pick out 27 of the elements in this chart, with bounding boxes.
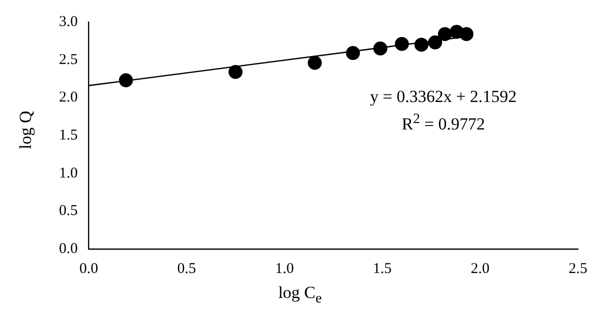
y-axis-title: log Q: [16, 110, 36, 152]
x-tick-label: 2.5: [568, 260, 588, 277]
y-tick-label: 3.0: [59, 14, 78, 30]
x-axis-title: log C$_{e}$: [277, 283, 323, 308]
y-tick-label: 1.0: [59, 165, 78, 182]
y-tick-label: 2.5: [59, 52, 78, 68]
y-tick-label: 0.0: [59, 240, 78, 257]
point: [118, 73, 133, 88]
x-tick-label: 2.0: [470, 260, 490, 277]
point: [228, 64, 243, 79]
y-tick-label: 0.5: [59, 203, 78, 220]
point: [308, 56, 322, 70]
point: [459, 27, 474, 42]
x-tick-label: 0.5: [177, 260, 196, 277]
x-tick-label: 1.5: [372, 260, 392, 277]
point: [373, 41, 388, 56]
point: [428, 35, 442, 50]
point: [346, 46, 360, 60]
point: [438, 27, 452, 42]
point: [414, 38, 428, 52]
point: [394, 36, 409, 51]
annotation: R$^{2}$ = 0.9772: [400, 110, 486, 136]
x-tick-label: 1.0: [275, 260, 294, 277]
y-tick-label: 2.0: [59, 90, 78, 106]
annotation: y = 0.3362x + 2.1592: [370, 86, 517, 108]
x-tick-label: 0.0: [79, 260, 98, 277]
y-tick-label: 1.5: [59, 127, 78, 144]
